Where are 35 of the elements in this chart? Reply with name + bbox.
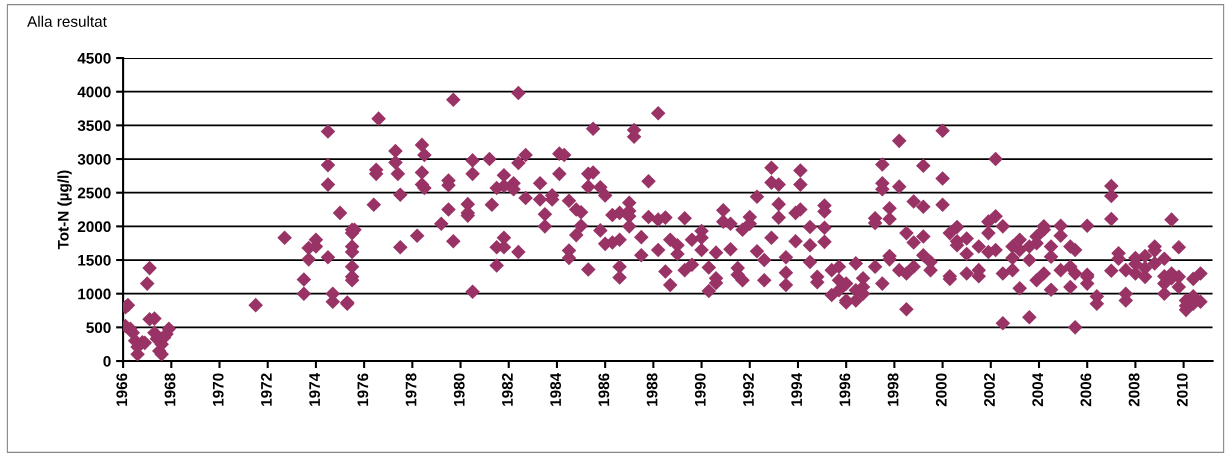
- x-tick-label: 1996: [839, 373, 851, 406]
- x-tick-label: 1980: [453, 373, 465, 406]
- x-tick-label: 1976: [357, 373, 369, 406]
- x-tick-label: 2006: [1080, 373, 1092, 407]
- x-tick-label: 1988: [646, 373, 658, 406]
- y-tick-label: 2500: [77, 187, 111, 199]
- y-tick-label: 4500: [77, 52, 111, 64]
- x-tick-label: 1970: [212, 373, 224, 406]
- x-tick-label: 2002: [984, 373, 995, 407]
- y-tick-label: 1500: [78, 254, 111, 266]
- x-tick-label: 2004: [1032, 372, 1044, 407]
- y-tick-label: 3500: [77, 120, 111, 132]
- x-tick-label: 1994: [791, 372, 803, 406]
- x-tick-label: 2008: [1128, 373, 1140, 407]
- y-tick-label: 1000: [78, 288, 111, 300]
- y-tick-label: 2000: [77, 221, 111, 233]
- x-tick-label: 1986: [598, 373, 610, 406]
- x-tick-label: 1984: [550, 372, 562, 406]
- x-tick-label: 1968: [164, 373, 176, 406]
- chart-title: Alla resultat: [27, 15, 107, 27]
- y-tick-label: 500: [86, 322, 111, 334]
- y-tick-label: 3000: [77, 153, 111, 165]
- y-tick-label: 0: [103, 355, 111, 367]
- x-tick-label: 1978: [405, 373, 417, 406]
- x-tick-label: 2000: [935, 373, 947, 407]
- y-axis-title: Tot-N (µg/l): [57, 170, 72, 250]
- x-tick-label: 2010: [1176, 373, 1188, 407]
- x-tick-label: 1992: [743, 373, 754, 406]
- x-tick-label: 1998: [887, 373, 899, 406]
- x-tick-label: 1974: [309, 372, 321, 406]
- x-tick-label: 1966: [116, 373, 128, 406]
- x-tick-label: 1972: [261, 373, 272, 406]
- x-tick-label: 1982: [502, 373, 513, 406]
- x-tick-label: 1990: [694, 373, 706, 406]
- y-tick-label: 4000: [77, 86, 111, 98]
